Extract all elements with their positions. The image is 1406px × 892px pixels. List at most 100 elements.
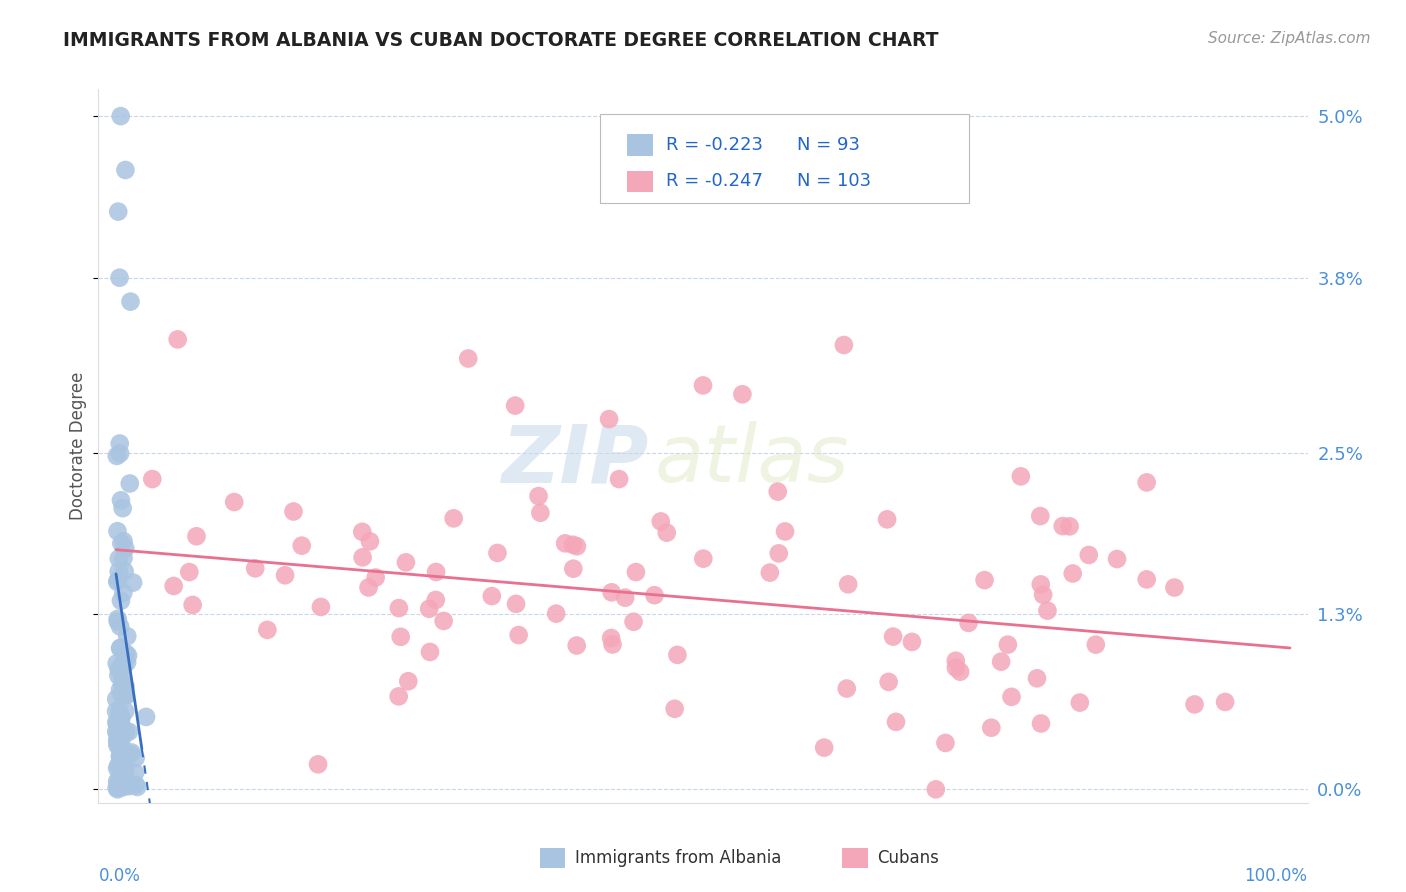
Point bbox=[1069, 696, 1091, 710]
Point bbox=[108, 775, 131, 789]
Point bbox=[105, 733, 128, 747]
Point bbox=[118, 724, 141, 739]
Point bbox=[107, 612, 129, 626]
Text: atlas: atlas bbox=[655, 421, 849, 500]
Point bbox=[124, 778, 146, 792]
Point bbox=[111, 676, 134, 690]
Point bbox=[163, 579, 186, 593]
Point bbox=[1029, 509, 1052, 524]
Point bbox=[837, 577, 859, 591]
Point bbox=[141, 472, 163, 486]
Point bbox=[1105, 552, 1128, 566]
Point bbox=[105, 574, 128, 589]
Point bbox=[1077, 548, 1099, 562]
Point bbox=[901, 635, 924, 649]
Point bbox=[107, 727, 129, 741]
Point bbox=[110, 493, 132, 508]
Point bbox=[546, 607, 568, 621]
Point bbox=[396, 674, 419, 689]
Point bbox=[650, 515, 672, 529]
Point bbox=[1026, 671, 1049, 685]
Point bbox=[433, 614, 456, 628]
Point bbox=[110, 711, 132, 725]
Point bbox=[562, 562, 585, 576]
Point bbox=[110, 772, 132, 786]
Point bbox=[118, 779, 141, 793]
Point bbox=[1136, 573, 1159, 587]
Text: Cubans: Cubans bbox=[877, 849, 939, 867]
Point bbox=[120, 747, 142, 761]
Point bbox=[357, 581, 380, 595]
Point bbox=[766, 484, 789, 499]
Point bbox=[1163, 581, 1185, 595]
Point bbox=[884, 714, 907, 729]
Point bbox=[565, 639, 588, 653]
Point bbox=[503, 399, 526, 413]
Point bbox=[107, 758, 129, 772]
Point bbox=[105, 774, 128, 789]
Point bbox=[111, 501, 134, 516]
Point bbox=[112, 780, 135, 794]
Point bbox=[108, 682, 131, 697]
Point bbox=[925, 782, 948, 797]
Point bbox=[1000, 690, 1022, 704]
Point bbox=[114, 764, 136, 779]
Point bbox=[352, 550, 374, 565]
Point bbox=[418, 601, 440, 615]
Point bbox=[114, 163, 136, 178]
FancyBboxPatch shape bbox=[600, 114, 969, 203]
Point bbox=[110, 764, 132, 778]
Point bbox=[1062, 566, 1084, 581]
Point bbox=[114, 689, 136, 703]
Point bbox=[110, 536, 132, 550]
Point bbox=[181, 598, 204, 612]
Point bbox=[395, 555, 418, 569]
Point bbox=[112, 658, 135, 673]
Point bbox=[997, 638, 1019, 652]
Point bbox=[425, 593, 447, 607]
Point bbox=[561, 538, 583, 552]
Point bbox=[1052, 519, 1074, 533]
Point bbox=[224, 495, 246, 509]
Text: 0.0%: 0.0% bbox=[98, 867, 141, 885]
Point bbox=[973, 573, 995, 587]
Point bbox=[425, 565, 447, 579]
Point bbox=[388, 601, 411, 615]
Point bbox=[107, 780, 129, 795]
Point bbox=[623, 615, 645, 629]
Point bbox=[107, 615, 129, 629]
Point bbox=[957, 615, 980, 630]
Point bbox=[114, 689, 136, 703]
Point bbox=[1213, 695, 1236, 709]
Point bbox=[1036, 604, 1059, 618]
Point bbox=[107, 735, 129, 749]
Point bbox=[1029, 577, 1052, 591]
Point bbox=[527, 489, 550, 503]
Point bbox=[107, 668, 129, 682]
Point bbox=[108, 270, 131, 285]
Point bbox=[111, 670, 134, 684]
Point bbox=[1029, 716, 1052, 731]
Point bbox=[934, 736, 956, 750]
Point bbox=[114, 541, 136, 556]
Point bbox=[111, 759, 134, 773]
Point bbox=[105, 692, 128, 706]
Point bbox=[600, 585, 623, 599]
Text: ZIP: ZIP bbox=[501, 421, 648, 500]
Point bbox=[108, 749, 131, 764]
Point bbox=[111, 731, 134, 746]
Point bbox=[117, 648, 139, 663]
Point bbox=[664, 702, 686, 716]
Point bbox=[655, 525, 678, 540]
Point bbox=[124, 751, 146, 765]
Text: 100.0%: 100.0% bbox=[1244, 867, 1308, 885]
Point bbox=[352, 524, 374, 539]
Point bbox=[115, 655, 138, 669]
Point bbox=[274, 568, 297, 582]
Point bbox=[108, 436, 131, 450]
Point bbox=[114, 763, 136, 777]
FancyBboxPatch shape bbox=[627, 170, 652, 192]
Point bbox=[666, 648, 689, 662]
Point bbox=[121, 746, 143, 760]
Point bbox=[990, 655, 1012, 669]
